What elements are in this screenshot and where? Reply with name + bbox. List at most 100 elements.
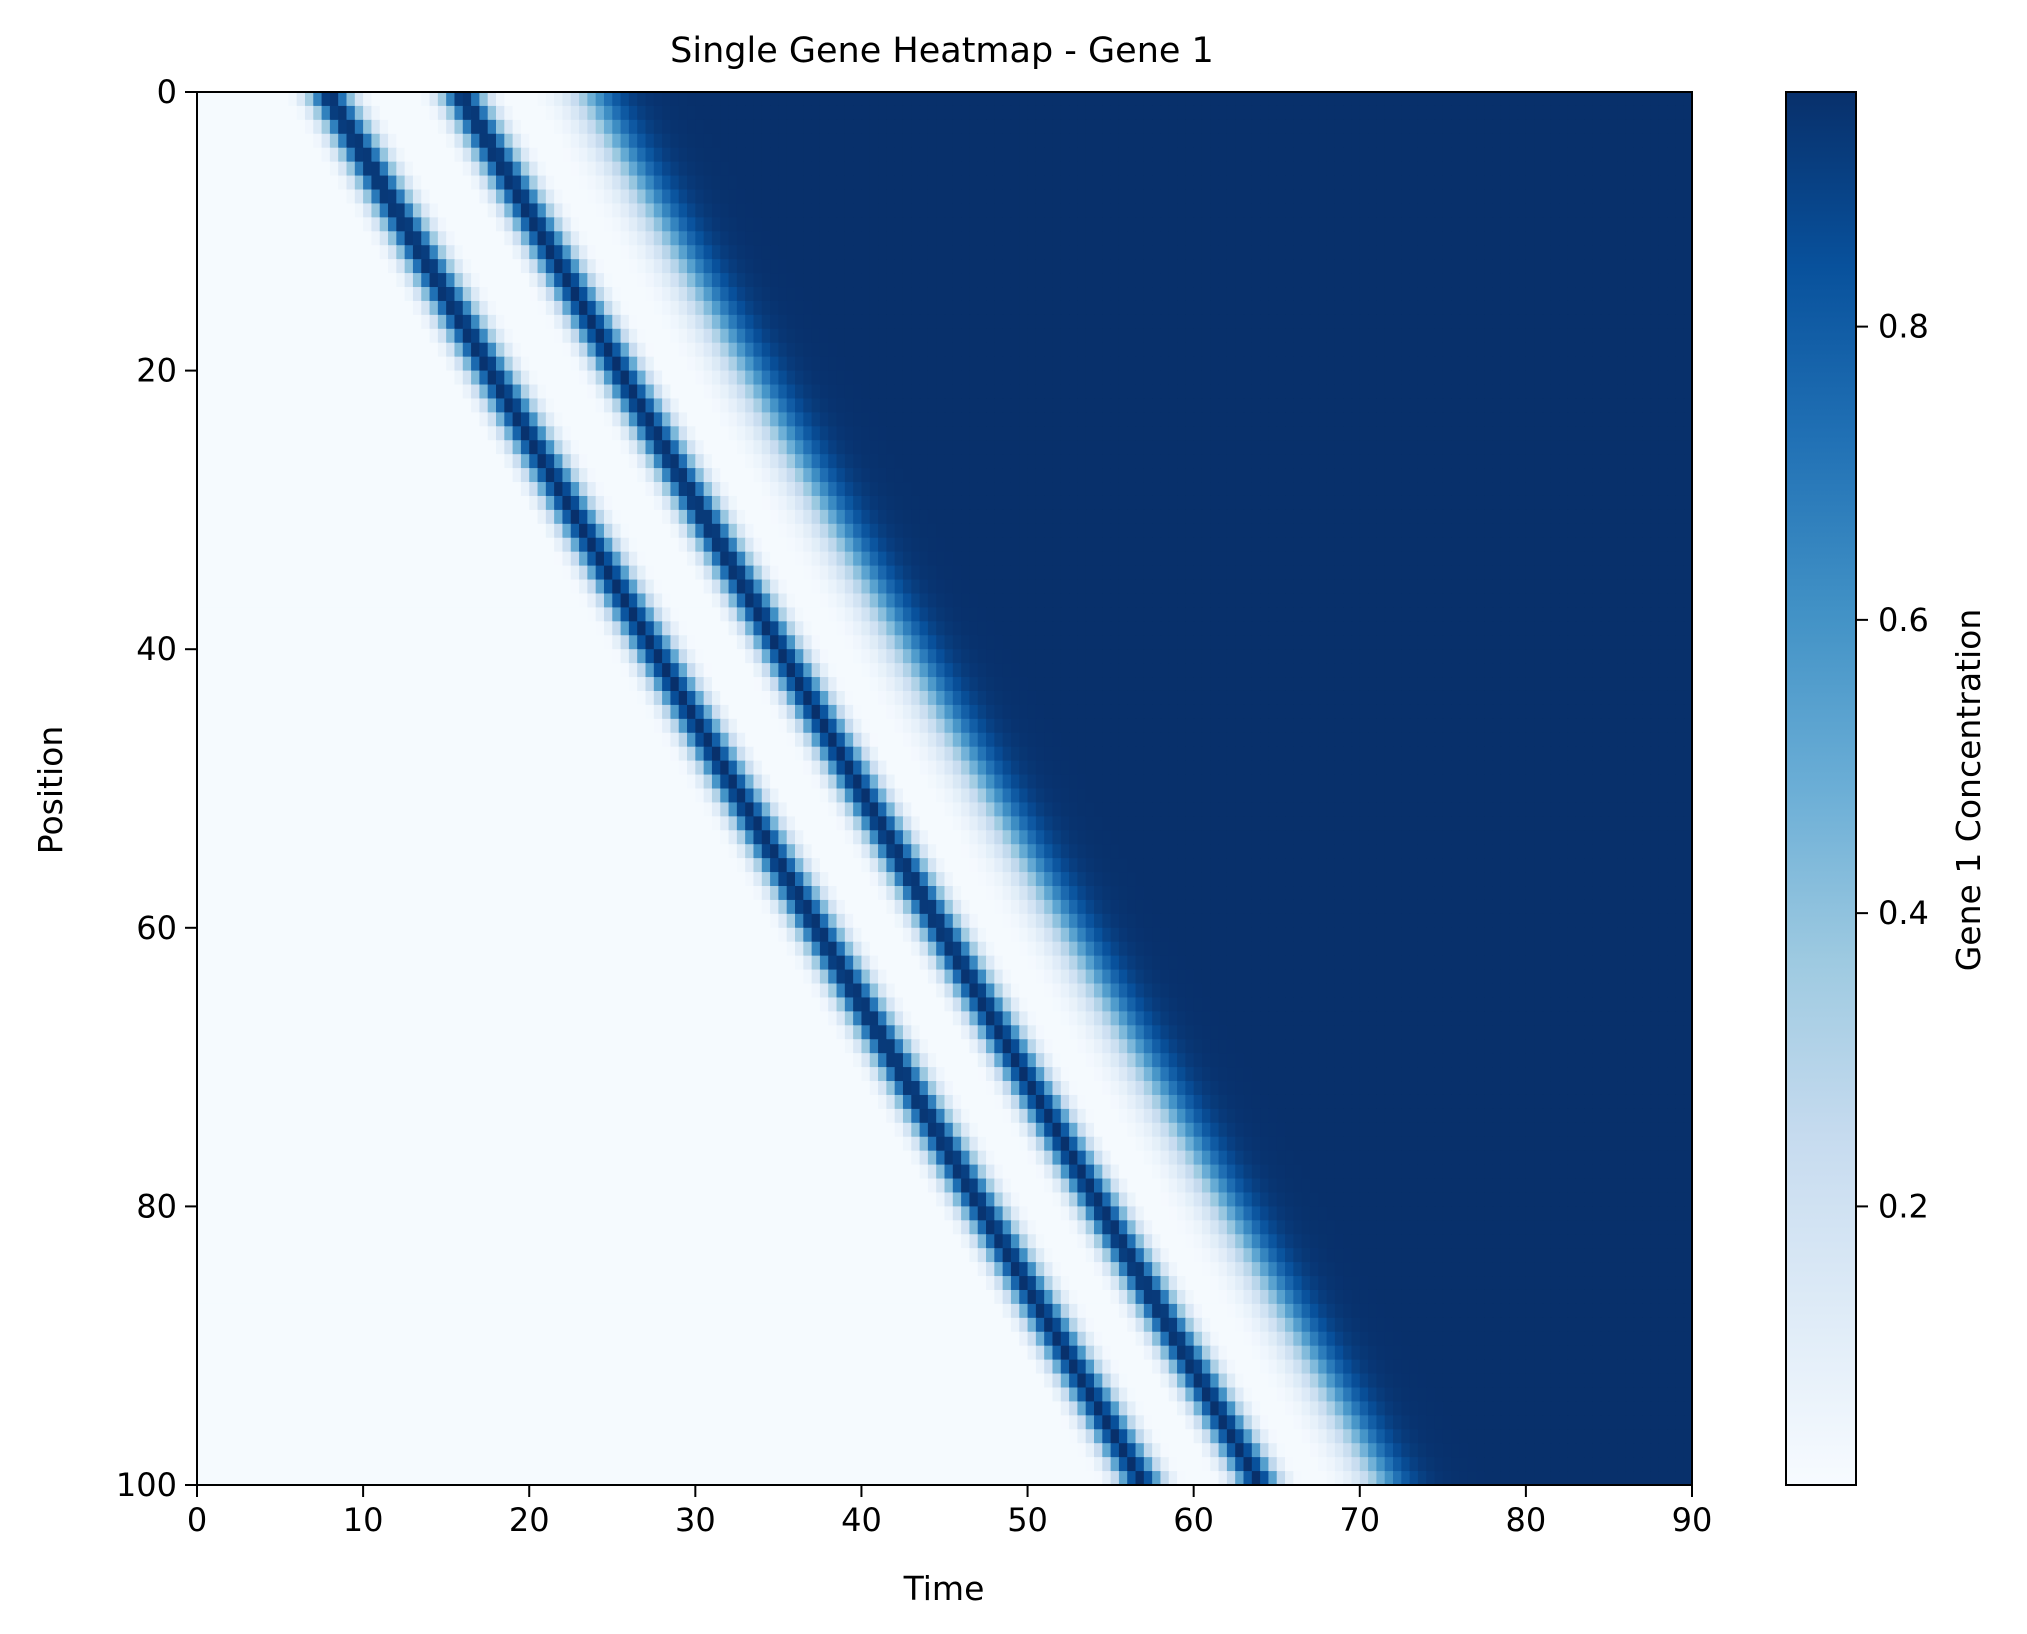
heatmap-cell — [1143, 398, 1153, 413]
heatmap-cell — [554, 133, 564, 149]
heatmap-cell — [545, 189, 555, 205]
heatmap-cell — [504, 259, 514, 274]
heatmap-cell — [911, 133, 921, 149]
heatmap-cell — [761, 92, 771, 107]
heatmap-cell — [670, 454, 680, 469]
heatmap-cell — [1085, 328, 1095, 344]
heatmap-cell — [819, 259, 829, 274]
heatmap-cell — [894, 259, 904, 274]
heatmap-cell — [1152, 147, 1162, 163]
heatmap-cell — [1409, 189, 1419, 205]
heatmap-cell — [412, 454, 422, 469]
heatmap-cell — [595, 203, 605, 218]
heatmap-cell — [919, 189, 929, 205]
heatmap-cell — [205, 342, 215, 358]
heatmap-cell — [554, 161, 564, 177]
heatmap-cell — [329, 468, 339, 483]
heatmap-cell — [1542, 217, 1552, 232]
heatmap-cell — [1251, 245, 1261, 260]
heatmap-cell — [1617, 287, 1627, 302]
heatmap-cell — [761, 426, 771, 441]
heatmap-cell — [280, 189, 289, 205]
heatmap-cell — [853, 161, 863, 177]
heatmap-cell — [1559, 189, 1569, 205]
heatmap-cell — [844, 105, 854, 121]
heatmap-cell — [1683, 92, 1693, 107]
heatmap-cell — [1102, 147, 1112, 163]
heatmap-cell — [1658, 105, 1668, 121]
heatmap-cell — [304, 203, 314, 218]
heatmap-cell — [404, 259, 414, 274]
heatmap-cell — [1525, 147, 1535, 163]
heatmap-cell — [687, 217, 696, 232]
heatmap-cell — [579, 92, 588, 107]
heatmap-cell — [1384, 245, 1394, 260]
heatmap-cell — [446, 328, 456, 344]
heatmap-cell — [512, 217, 522, 232]
heatmap-cell — [437, 398, 447, 413]
heatmap-cell — [437, 412, 447, 427]
heatmap-cell — [313, 119, 323, 135]
heatmap-cell — [1185, 119, 1195, 135]
heatmap-cell — [653, 398, 663, 413]
heatmap-cell — [1542, 189, 1552, 205]
heatmap-cell — [1476, 259, 1485, 274]
heatmap-cell — [230, 217, 240, 232]
heatmap-cell — [1650, 300, 1660, 316]
heatmap-cell — [230, 147, 240, 163]
heatmap-cell — [1102, 203, 1112, 218]
heatmap-cell — [1127, 370, 1137, 386]
heatmap-cell — [595, 426, 605, 441]
heatmap-cell — [379, 147, 389, 163]
heatmap-cell — [1633, 203, 1643, 218]
heatmap-cell — [1617, 412, 1627, 427]
heatmap-cell — [1567, 440, 1577, 455]
heatmap-cell — [1218, 147, 1228, 163]
heatmap-cell — [1069, 342, 1078, 358]
heatmap-cell — [1235, 300, 1245, 316]
heatmap-cell — [1617, 384, 1627, 400]
heatmap-cell — [429, 189, 439, 205]
heatmap-cell — [927, 412, 937, 427]
heatmap-cell — [1218, 133, 1228, 149]
heatmap-cell — [354, 314, 364, 330]
heatmap-cell — [778, 203, 788, 218]
heatmap-cell — [994, 259, 1004, 274]
heatmap-cell — [986, 203, 995, 218]
heatmap-cell — [878, 259, 887, 274]
heatmap-cell — [753, 287, 763, 302]
heatmap-cell — [205, 133, 215, 149]
heatmap-cell — [429, 203, 439, 218]
heatmap-cell — [1260, 147, 1270, 163]
heatmap-cell — [1002, 370, 1012, 386]
heatmap-cell — [1550, 300, 1560, 316]
heatmap-cell — [1301, 356, 1311, 372]
heatmap-cell — [404, 412, 414, 427]
heatmap-cell — [1542, 384, 1552, 400]
heatmap-cell — [363, 384, 373, 400]
heatmap-cell — [687, 119, 696, 135]
heatmap-cell — [562, 426, 572, 441]
heatmap-cell — [1658, 161, 1668, 177]
heatmap-cell — [412, 259, 422, 274]
heatmap-cell — [1600, 119, 1610, 135]
heatmap-cell — [554, 147, 564, 163]
heatmap-cell — [612, 105, 622, 121]
heatmap-cell — [1309, 356, 1319, 372]
heatmap-cell — [1550, 245, 1560, 260]
heatmap-cell — [512, 92, 522, 107]
heatmap-cell — [803, 92, 813, 107]
heatmap-cell — [761, 398, 771, 413]
heatmap-cell — [803, 287, 813, 302]
heatmap-cell — [313, 356, 323, 372]
heatmap-cell — [1285, 342, 1294, 358]
heatmap-cell — [753, 133, 763, 149]
heatmap-cell — [1359, 356, 1369, 372]
heatmap-cell — [1102, 119, 1112, 135]
heatmap-cell — [371, 175, 381, 191]
heatmap-cell — [1584, 105, 1593, 121]
heatmap-cell — [1218, 245, 1228, 260]
heatmap-cell — [1492, 147, 1502, 163]
heatmap-cell — [745, 273, 755, 288]
heatmap-cell — [1318, 342, 1328, 358]
